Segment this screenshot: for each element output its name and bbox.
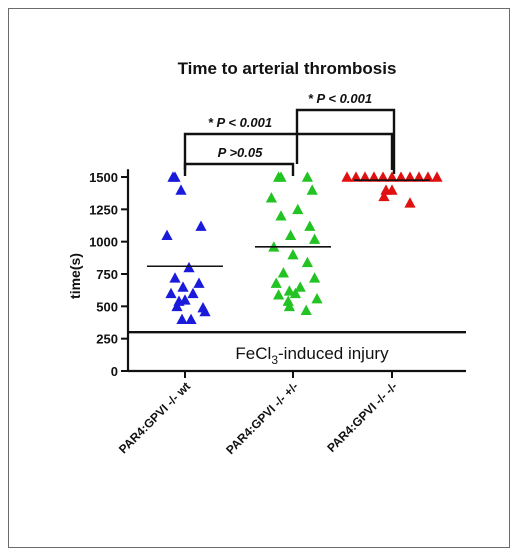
data-point	[311, 292, 323, 304]
data-point	[368, 171, 380, 182]
significance-label: * P < 0.001	[208, 115, 272, 130]
data-point	[165, 287, 177, 299]
data-point	[386, 171, 398, 182]
data-point	[283, 285, 295, 296]
y-tick-label: 1250	[89, 202, 118, 217]
significance-label: P >0.05	[218, 145, 263, 160]
data-point	[309, 272, 321, 283]
x-category-label: PAR4:GPVI -/- +/-	[223, 379, 301, 457]
y-tick-label: 500	[96, 299, 118, 314]
data-point	[275, 171, 287, 182]
data-point	[422, 171, 434, 182]
data-point	[265, 192, 277, 203]
y-tick-label: 1000	[89, 235, 118, 250]
data-point	[285, 229, 297, 240]
data-point	[273, 289, 285, 300]
data-point	[176, 313, 188, 325]
data-point	[306, 184, 318, 195]
data-point	[169, 171, 181, 182]
y-tick-label: 750	[96, 267, 118, 282]
data-point	[359, 171, 371, 182]
data-point	[395, 171, 407, 182]
data-point	[431, 171, 443, 182]
data-point	[413, 171, 425, 182]
data-point	[380, 184, 392, 195]
data-point	[187, 287, 199, 299]
data-point	[169, 272, 181, 283]
data-point	[404, 197, 416, 208]
data-point	[283, 300, 295, 312]
data-point	[304, 220, 316, 231]
data-point	[195, 220, 207, 231]
significance-bracket	[295, 108, 396, 174]
data-point	[377, 171, 389, 182]
y-tick-label: 1500	[89, 170, 118, 185]
data-point	[175, 184, 187, 195]
data-point	[185, 313, 197, 325]
data-point	[275, 210, 287, 221]
data-point	[350, 171, 362, 182]
data-point	[404, 171, 416, 182]
data-point	[282, 295, 294, 306]
y-axis-label: time(s)	[67, 253, 83, 299]
chart-title: Time to arterial thrombosis	[178, 59, 397, 78]
data-point	[300, 304, 312, 315]
x-category-label: PAR4:GPVI -/- -/-	[324, 379, 400, 455]
axis-layer: 0 250 500 750 1000 1250 1500 PAR4:GPVI -/- wt PA…	[89, 169, 466, 457]
data-point	[183, 261, 195, 273]
significance-label: * P < 0.001	[308, 91, 372, 106]
data-point	[301, 171, 313, 182]
injury-label: FeCl3-induced injury	[235, 344, 389, 367]
data-point	[177, 281, 189, 292]
data-point	[292, 203, 304, 215]
data-point	[378, 190, 390, 202]
data-point	[287, 249, 299, 260]
data-point	[294, 281, 306, 292]
data-point	[161, 229, 173, 240]
data-point	[270, 277, 282, 288]
data-layer	[147, 171, 443, 325]
figure-frame	[8, 8, 510, 548]
data-point	[199, 305, 211, 317]
data-point	[193, 277, 205, 288]
data-point	[277, 267, 289, 278]
x-category-label: PAR4:GPVI -/- wt	[116, 379, 193, 456]
data-point	[289, 287, 301, 299]
significance-bracket	[183, 162, 295, 176]
significance-bracket	[183, 132, 394, 170]
annotation-layer: P >0.05 * P < 0.001 * P < 0.001	[128, 91, 466, 334]
y-tick-label: 0	[111, 364, 118, 379]
data-point	[341, 171, 353, 182]
y-tick-label: 250	[96, 332, 118, 347]
data-point	[301, 256, 313, 268]
data-point	[171, 300, 183, 312]
data-point	[309, 233, 321, 244]
